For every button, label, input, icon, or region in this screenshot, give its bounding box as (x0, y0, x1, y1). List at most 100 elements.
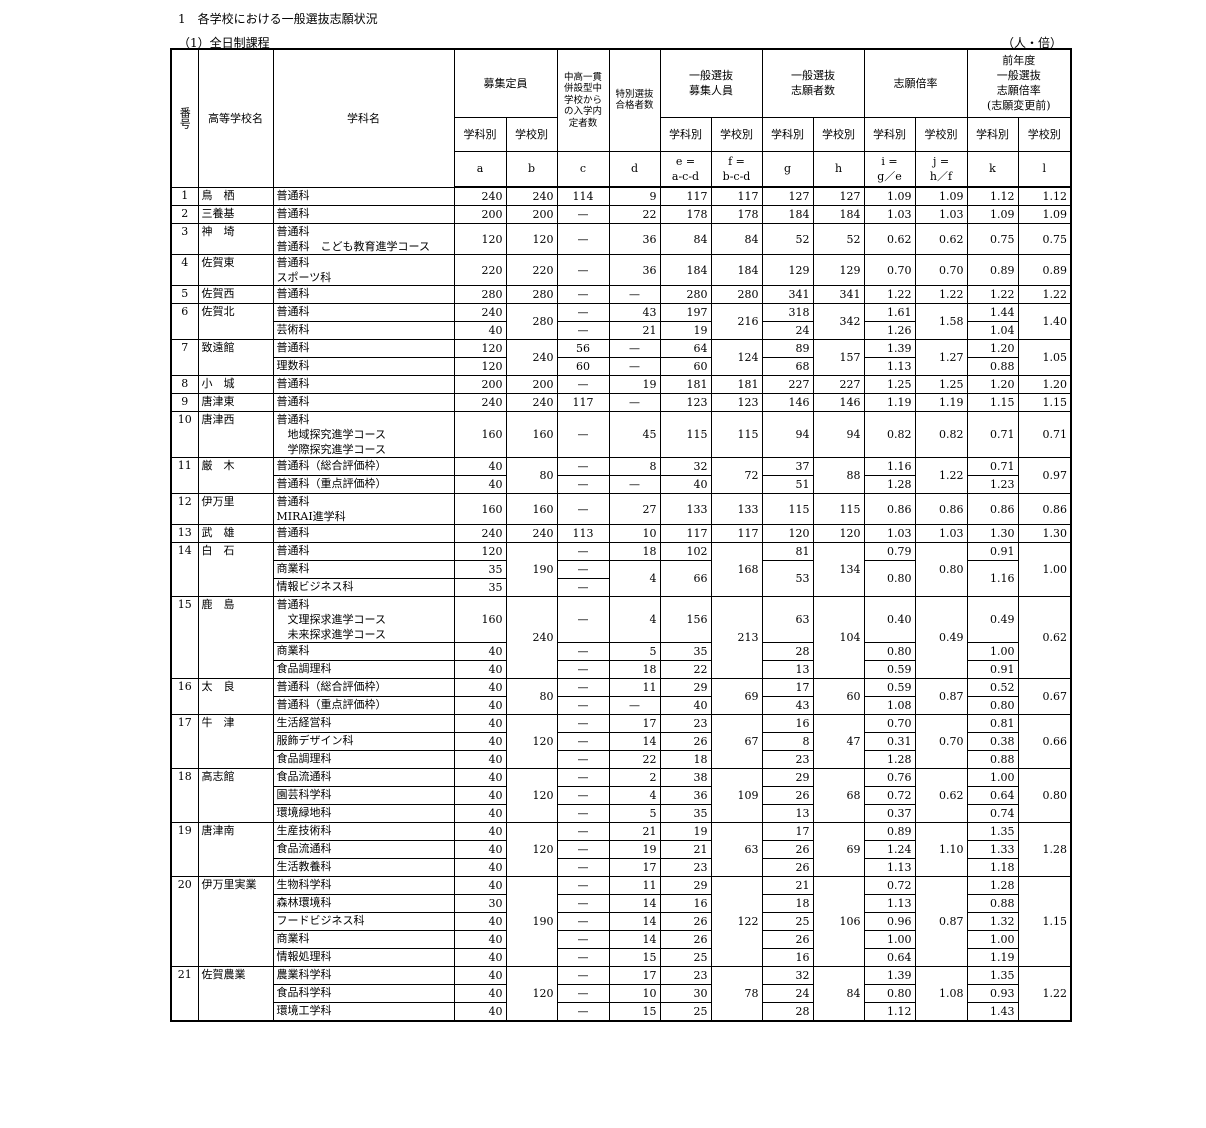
cell: 17 (761, 678, 814, 697)
cell: 115 (761, 493, 814, 525)
row: 情報処理科 40 —15 25 16 0.64 1.19 (171, 948, 1071, 967)
department: 生活教養科 (272, 858, 455, 877)
cell: 120 (505, 714, 558, 769)
cell: 240 (505, 186, 558, 206)
cell: — (556, 930, 610, 949)
cell: 30 (453, 894, 507, 913)
cell: 84 (710, 223, 763, 255)
school-name: 厳 木 (197, 457, 274, 494)
row-number: 10 (170, 411, 199, 458)
cell: 36 (659, 786, 712, 805)
cell: 19 (659, 321, 712, 340)
cell: 25 (761, 912, 814, 931)
cell: 120 (453, 542, 507, 561)
cell: 280 (505, 303, 558, 340)
cell: 40 (453, 804, 507, 823)
cell: 1.08 (863, 696, 916, 715)
cell: 35 (659, 804, 712, 823)
cell: 43 (761, 696, 814, 715)
cell: — (608, 357, 661, 376)
cell: 197 (659, 303, 712, 322)
cell: 1.22 (863, 285, 916, 304)
cell: 120 (505, 223, 558, 255)
school-name: 唐津東 (197, 393, 274, 412)
column-letter: k (966, 150, 1019, 188)
cell: 280 (659, 285, 712, 304)
cell: 13 (761, 804, 814, 823)
cell: — (556, 750, 610, 769)
row: 4 佐賀東 普通科 スポーツ科 220 220—36 184 184 129 129 0.70 0.… (170, 254, 1072, 286)
cell: 14 (608, 894, 661, 913)
cell: 15 (608, 948, 661, 967)
cell: 160 (505, 493, 558, 525)
cell: 120 (761, 524, 814, 543)
department: 農業科学科 (272, 966, 455, 985)
cell: 24 (761, 984, 814, 1003)
cell: 146 (761, 393, 814, 412)
cell: — (556, 542, 610, 561)
cell: 40 (453, 912, 507, 931)
sub-header: 学校別 (505, 116, 558, 152)
cell: 1.23 (966, 475, 1019, 494)
cell: — (556, 493, 610, 525)
cell: 1.22 (966, 285, 1019, 304)
cell: 60 (556, 357, 610, 376)
row-number: 17 (170, 714, 199, 769)
cell: — (556, 822, 610, 841)
cell: 123 (659, 393, 712, 412)
department: 普通科 MIRAI進学科 (272, 493, 455, 525)
cell: 29 (659, 876, 712, 895)
department: 商業科 (272, 560, 455, 579)
cell: 1.25 (914, 375, 968, 394)
cell: 160 (453, 596, 507, 643)
cell: 1.28 (863, 475, 916, 494)
cell: 0.70 (914, 714, 968, 769)
cell: 1.39 (863, 966, 916, 985)
cell: 40 (453, 475, 507, 494)
department: 普通科 (272, 303, 455, 322)
cell: 27 (608, 493, 661, 525)
cell: 0.88 (966, 750, 1019, 769)
header: 番号 (170, 48, 199, 188)
department: 情報処理科 (272, 948, 455, 967)
cell: 318 (761, 303, 814, 322)
cell: 40 (453, 696, 507, 715)
cell: 0.64 (863, 948, 916, 967)
cell: 0.80 (966, 696, 1019, 715)
cell: 26 (761, 858, 814, 877)
cell: 68 (812, 768, 865, 823)
cell: 0.80 (863, 560, 916, 597)
cell: 0.67 (1017, 678, 1072, 715)
row: 食品調理科 40 —22 18 23 1.28 0.88 (171, 750, 1071, 769)
row: 12 伊万里 普通科 MIRAI進学科 160 160—27 133 133 115 115 0.… (170, 493, 1072, 525)
department: 普通科 (272, 186, 455, 206)
cell: 341 (761, 285, 814, 304)
cell: 120 (812, 524, 865, 543)
cell: 1.18 (966, 858, 1019, 877)
cell: 2 (608, 768, 661, 787)
cell: 4 (608, 560, 661, 597)
cell: 1.13 (863, 858, 916, 877)
cell: 117 (556, 393, 610, 412)
department: 普通科 (272, 542, 455, 561)
row-number: 16 (170, 678, 199, 715)
cell: — (556, 912, 610, 931)
cell: 1.03 (914, 524, 968, 543)
cell: 0.93 (966, 984, 1019, 1003)
school-name: 太 良 (197, 678, 274, 715)
cell: 26 (659, 912, 712, 931)
department: 普通科 (272, 339, 455, 358)
cell: 178 (710, 205, 763, 224)
cell: 0.62 (914, 223, 968, 255)
cell: 1.09 (863, 186, 916, 206)
cell: 1.08 (914, 966, 968, 1022)
cell: 40 (453, 321, 507, 340)
cell: 60 (812, 678, 865, 715)
cell: 1.19 (966, 948, 1019, 967)
cell: 0.80 (863, 984, 916, 1003)
cell: 129 (761, 254, 814, 286)
cell: 113 (556, 524, 610, 543)
cell: 129 (812, 254, 865, 286)
